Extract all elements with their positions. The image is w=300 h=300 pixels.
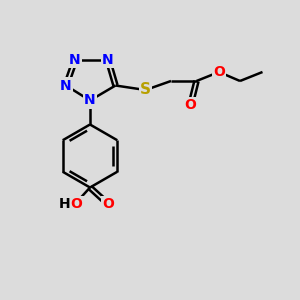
Text: N: N [69,53,81,67]
Text: O: O [70,197,83,211]
Text: O: O [184,98,196,112]
Text: N: N [102,53,114,67]
Text: S: S [140,82,151,98]
Text: H: H [59,197,70,211]
Text: O: O [102,197,114,211]
Text: O: O [213,65,225,79]
Text: N: N [84,94,96,107]
Text: N: N [60,79,72,92]
